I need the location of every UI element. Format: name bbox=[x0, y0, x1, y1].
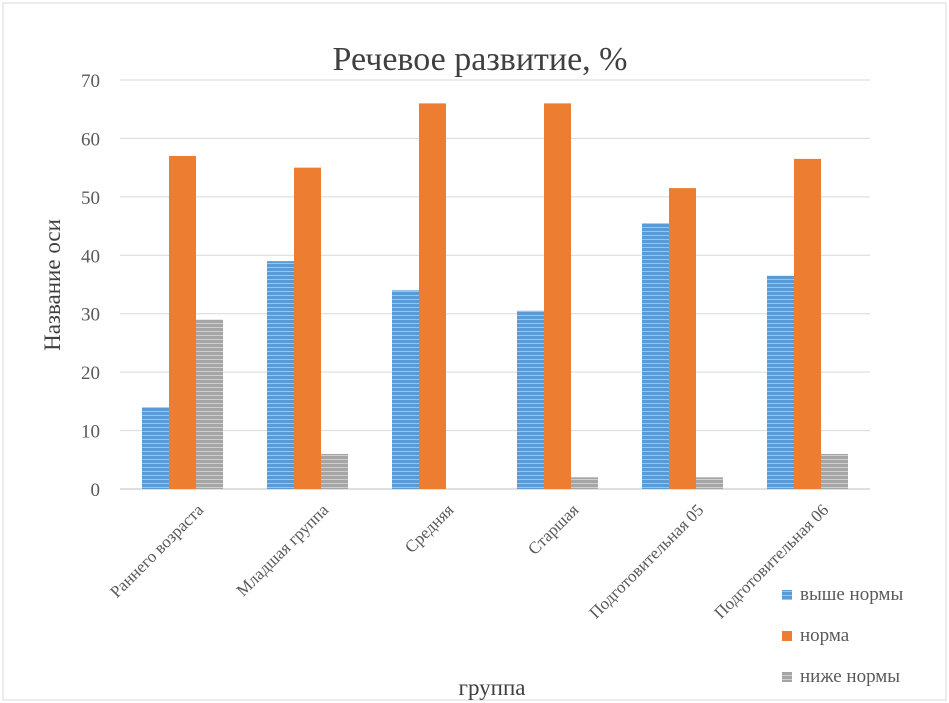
bar-выше-нормы bbox=[392, 290, 419, 489]
legend-label: норма bbox=[800, 625, 850, 646]
bar-ниже-нормы bbox=[571, 477, 598, 489]
bar-норма bbox=[544, 103, 571, 489]
bar-норма bbox=[669, 188, 696, 490]
x-axis-title: группа bbox=[459, 675, 526, 700]
y-tick-label: 70 bbox=[81, 71, 100, 92]
y-tick-label: 20 bbox=[81, 363, 100, 384]
y-axis-ticks: 0 10 20 30 40 50 60 70 bbox=[81, 71, 100, 501]
bar-выше-нормы bbox=[642, 223, 669, 489]
legend-label: ниже нормы bbox=[800, 666, 900, 687]
y-tick-label: 60 bbox=[81, 129, 100, 150]
bar-ниже-нормы bbox=[821, 453, 848, 489]
bar-ниже-нормы bbox=[696, 477, 723, 489]
legend-swatch bbox=[782, 631, 792, 641]
y-tick-label: 40 bbox=[81, 246, 100, 267]
y-tick-label: 30 bbox=[81, 305, 100, 326]
gridlines bbox=[120, 79, 870, 490]
legend-swatch bbox=[782, 590, 792, 600]
y-tick-label: 0 bbox=[91, 480, 101, 501]
y-tick-label: 10 bbox=[81, 422, 100, 443]
bar-ниже-нормы bbox=[321, 453, 348, 489]
y-tick-label: 50 bbox=[81, 188, 100, 209]
bars bbox=[142, 103, 848, 490]
bar-ниже-нормы bbox=[196, 319, 223, 489]
chart-title: Речевое развитие, % bbox=[333, 41, 628, 78]
bar-выше-нормы bbox=[267, 261, 294, 489]
bar-выше-нормы bbox=[517, 310, 544, 489]
bar-норма bbox=[169, 155, 196, 489]
y-axis-title: Название оси bbox=[40, 219, 65, 351]
bar-норма bbox=[794, 158, 821, 489]
legend: выше нормы норма ниже нормы bbox=[782, 584, 903, 687]
legend-label: выше нормы bbox=[800, 584, 903, 605]
bar-выше-нормы bbox=[142, 407, 169, 489]
bar-норма bbox=[419, 103, 446, 489]
legend-swatch bbox=[782, 672, 792, 682]
bar-норма bbox=[294, 167, 321, 489]
bar-выше-нормы bbox=[767, 275, 794, 489]
